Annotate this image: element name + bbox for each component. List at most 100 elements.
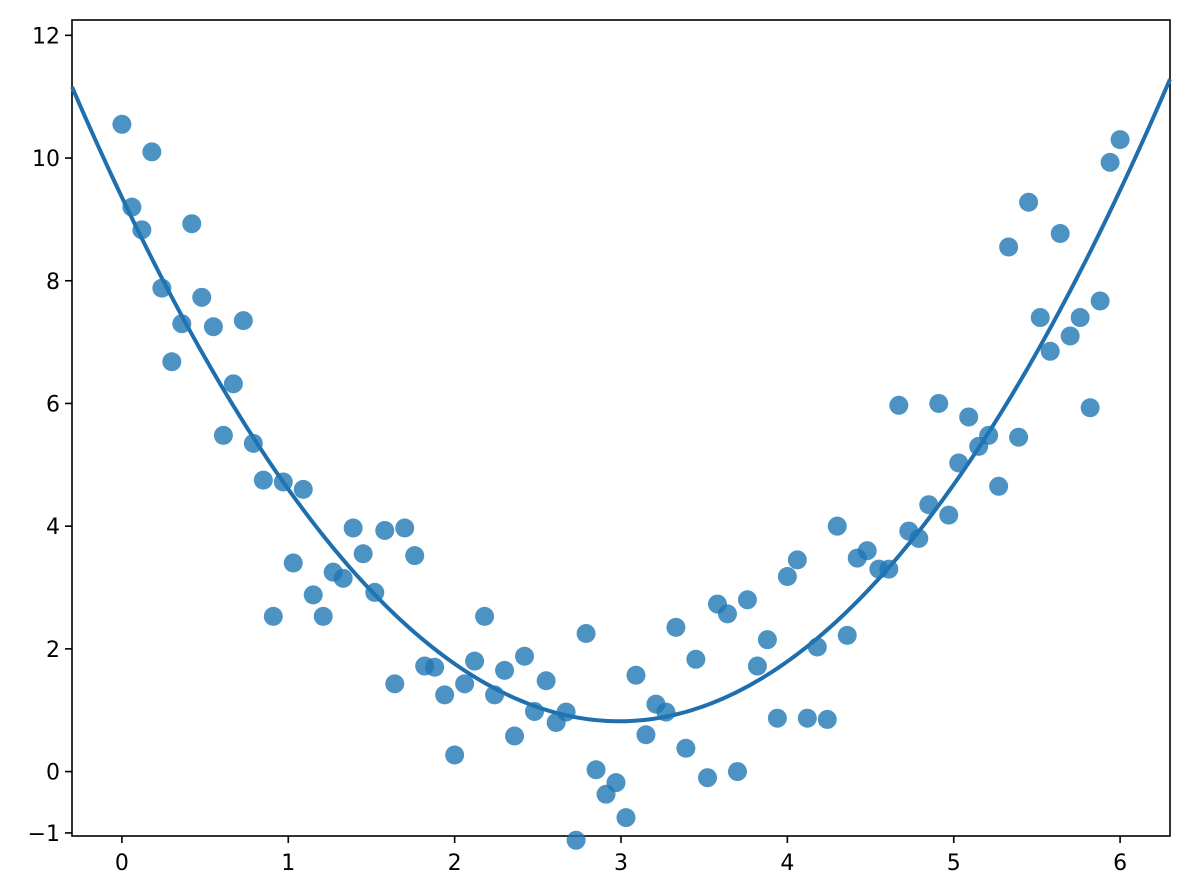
scatter-point <box>425 657 445 677</box>
scatter-point <box>626 665 646 685</box>
scatter-point <box>999 237 1019 257</box>
y-tick-label: 12 <box>32 24 60 49</box>
scatter-point <box>172 314 192 334</box>
scatter-point <box>777 566 797 586</box>
scatter-point <box>787 550 807 570</box>
scatter-point <box>576 624 596 644</box>
scatter-point <box>485 685 505 705</box>
scatter-point <box>353 544 373 564</box>
scatter-point <box>303 585 323 605</box>
x-tick-label: 0 <box>115 851 129 876</box>
scatter-point <box>959 407 979 427</box>
scatter-point <box>524 701 544 721</box>
scatter-point <box>243 433 263 453</box>
scatter-point <box>455 674 475 694</box>
y-tick-label: 8 <box>46 270 60 295</box>
scatter-point <box>616 808 636 828</box>
scatter-point <box>112 114 132 134</box>
scatter-point <box>939 505 959 525</box>
scatter-point <box>909 528 929 548</box>
scatter-point <box>233 311 253 331</box>
scatter-point <box>807 637 827 657</box>
x-tick-label: 2 <box>448 851 462 876</box>
scatter-point <box>1019 192 1039 212</box>
scatter-point <box>879 559 899 579</box>
scatter-point <box>475 606 495 626</box>
scatter-point <box>333 568 353 588</box>
y-tick-label: 10 <box>32 147 60 172</box>
scatter-point <box>737 590 757 610</box>
x-tick-label: 1 <box>281 851 295 876</box>
scatter-point <box>566 830 586 850</box>
y-tick-label: 4 <box>46 515 60 540</box>
scatter-point <box>1009 427 1029 447</box>
scatter-point <box>857 541 877 561</box>
scatter-point <box>132 220 152 240</box>
scatter-point <box>929 393 949 413</box>
scatter-point <box>606 773 626 793</box>
scatter-point <box>686 649 706 669</box>
scatter-point <box>1060 326 1080 346</box>
x-tick-label: 5 <box>947 851 961 876</box>
scatter-point <box>365 582 385 602</box>
scatter-point <box>698 768 718 788</box>
scatter-point <box>767 708 787 728</box>
scatter-point <box>989 476 1009 496</box>
scatter-point <box>142 142 162 162</box>
scatter-point <box>385 674 405 694</box>
scatter-point <box>343 518 363 538</box>
y-tick-label: 0 <box>46 761 60 786</box>
scatter-point <box>586 760 606 780</box>
scatter-point <box>213 425 233 445</box>
scatter-point <box>223 374 243 394</box>
scatter-point <box>203 317 223 337</box>
scatter-point <box>1040 341 1060 361</box>
scatter-point <box>1110 130 1130 150</box>
scatter-point <box>747 656 767 676</box>
scatter-point <box>253 470 273 490</box>
scatter-point <box>536 671 556 691</box>
scatter-point <box>656 702 676 722</box>
scatter-point <box>1090 291 1110 311</box>
scatter-point <box>283 553 303 573</box>
plot-frame <box>71 19 1171 837</box>
scatter-point <box>162 352 182 372</box>
scatter-point <box>313 606 333 626</box>
y-tick-label: 6 <box>46 392 60 417</box>
scatter-point <box>556 702 576 722</box>
scatter-point <box>1050 224 1070 244</box>
x-tick-label: 4 <box>780 851 794 876</box>
scatter-point <box>293 479 313 499</box>
scatter-point <box>375 520 395 540</box>
scatter-point <box>636 725 656 745</box>
scatter-point <box>817 709 837 729</box>
scatter-point <box>889 395 909 415</box>
scatter-point <box>1100 152 1120 172</box>
scatter-point <box>465 651 485 671</box>
scatter-point <box>192 287 212 307</box>
scatter-point <box>727 762 747 782</box>
x-tick-label: 6 <box>1113 851 1127 876</box>
scatter-point <box>797 708 817 728</box>
scatter-point <box>273 472 293 492</box>
scatter-point <box>757 630 777 650</box>
scatter-point <box>515 646 535 666</box>
scatter-point <box>1030 308 1050 328</box>
y-tick-label: −1 <box>28 822 60 847</box>
scatter-point <box>717 604 737 624</box>
scatter-point <box>505 726 525 746</box>
scatter-point <box>182 214 202 234</box>
scatter-point <box>152 278 172 298</box>
scatter-point <box>395 518 415 538</box>
scatter-point <box>405 546 425 566</box>
scatter-point <box>837 625 857 645</box>
scatter-point <box>445 745 465 765</box>
scatter-point <box>1080 398 1100 418</box>
scatter-point <box>949 453 969 473</box>
scatter-point <box>676 738 696 758</box>
scatter-point <box>263 606 283 626</box>
scatter-point <box>122 197 142 217</box>
scatter-point <box>495 660 515 680</box>
